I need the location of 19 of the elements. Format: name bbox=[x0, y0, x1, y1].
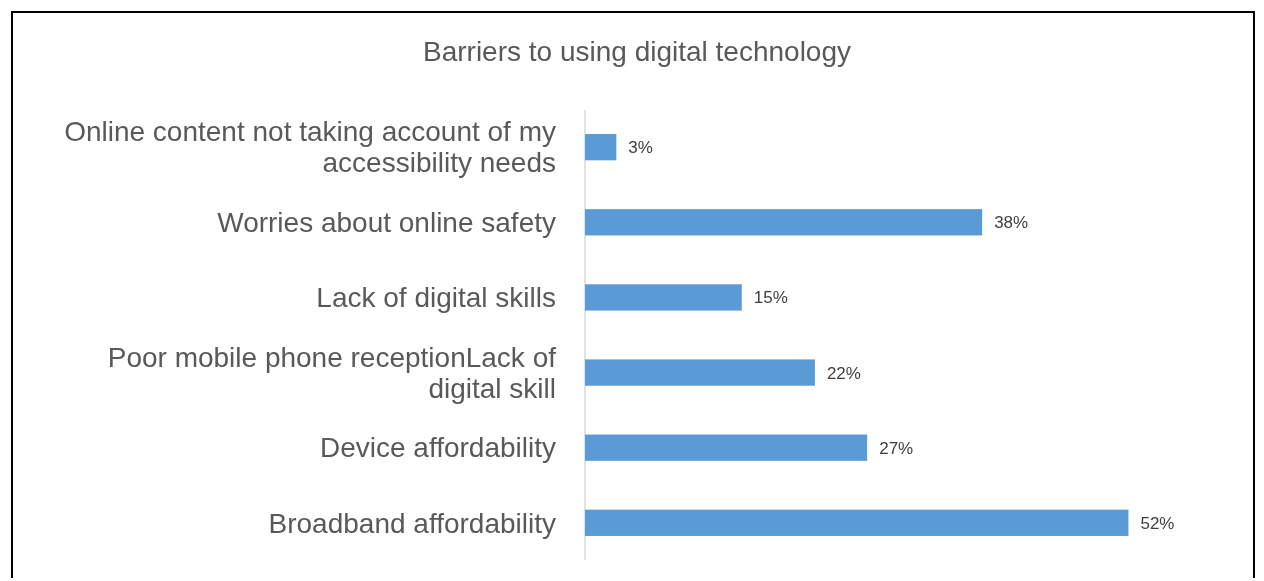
y-tick-label: Lack of digital skills bbox=[316, 282, 556, 314]
data-label: 3% bbox=[628, 138, 653, 158]
bar bbox=[585, 434, 868, 461]
bar bbox=[585, 509, 1129, 536]
chart-title: Barriers to using digital technology bbox=[422, 35, 852, 67]
y-tick-label: Device affordability bbox=[319, 432, 556, 464]
y-tick-label: Online content not taking account of my accessibility needs bbox=[64, 116, 556, 179]
data-label: 22% bbox=[826, 363, 861, 383]
y-tick-label: Worries about online safety bbox=[217, 207, 556, 239]
y-tick-label: Poor mobile phone receptionLack of digital skill bbox=[107, 341, 557, 404]
bar bbox=[585, 284, 742, 311]
bar bbox=[585, 209, 983, 236]
data-label: 15% bbox=[753, 288, 788, 308]
data-label: 38% bbox=[994, 213, 1029, 233]
data-label: 27% bbox=[879, 438, 914, 458]
bar bbox=[585, 359, 815, 386]
y-tick-label: Broadband affordability bbox=[268, 507, 556, 539]
bar bbox=[585, 134, 617, 161]
data-label: 52% bbox=[1140, 513, 1175, 533]
